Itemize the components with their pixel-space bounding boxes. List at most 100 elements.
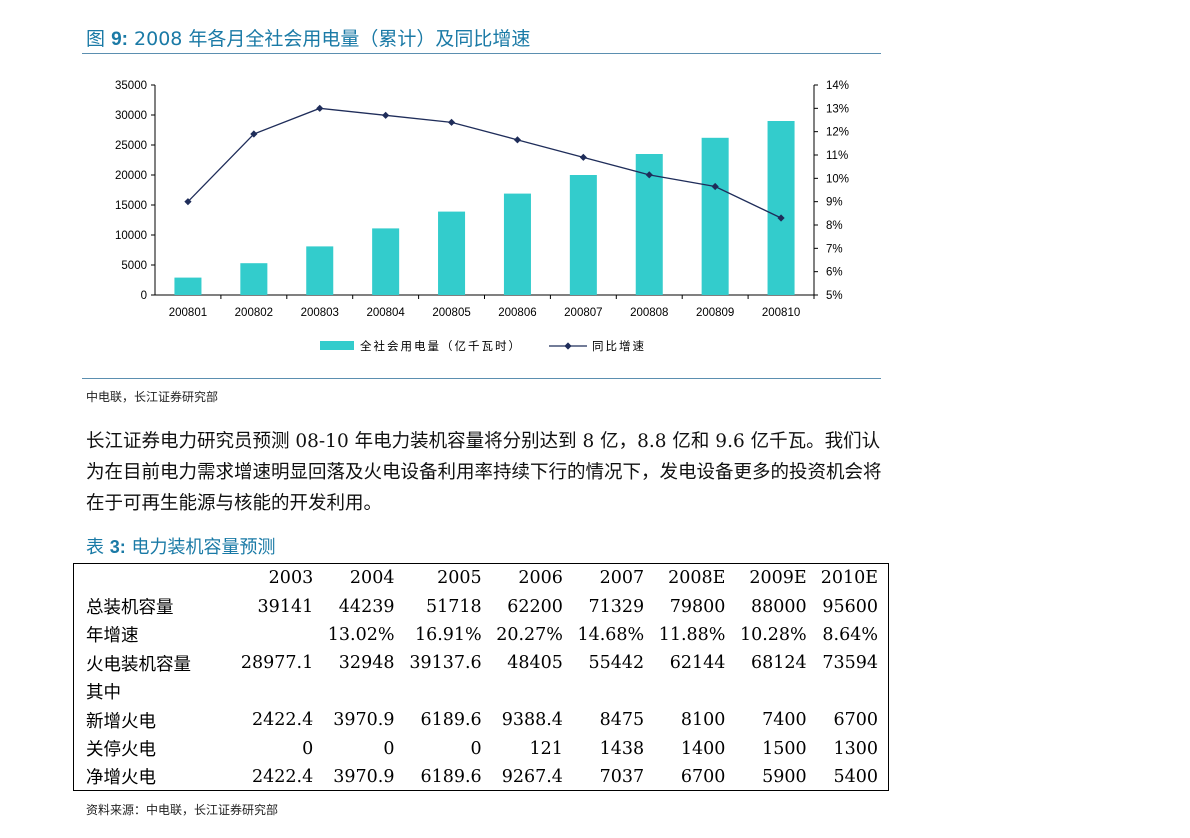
x-tick-label: 200806 <box>498 307 536 319</box>
capacity-table: 2003 2004 2005 2006 2007 2008E 2009E 2010E 总装机容量… <box>73 563 889 791</box>
figure-source: 中电联，长江证券研究部 <box>86 390 219 404</box>
legend-line-label: 同比增速 <box>592 339 646 353</box>
legend-line-marker <box>564 342 572 350</box>
table-cell: 1300 <box>833 738 878 759</box>
growth-point <box>316 104 324 112</box>
growth-point <box>777 214 785 222</box>
table-cell <box>817 678 888 706</box>
x-tick-label: 200805 <box>432 307 470 319</box>
electricity-chart: 0 5000 10000 15000 20000 25000 30000 35000 5% 6% 7… <box>115 80 849 353</box>
table-cell: 5900 <box>762 766 807 787</box>
growth-point <box>184 198 192 206</box>
table-cell: 5400 <box>833 766 878 787</box>
row-label <box>74 564 236 592</box>
table-row: 总装机容量 39141 44239 51718 62200 71329 79800 88000… <box>74 592 888 620</box>
row-label: 净增火电 <box>86 768 156 789</box>
table-row: 火电装机容量 28977.1 32948 39137.6 48405 55442 62144… <box>74 649 888 677</box>
table-cell: 1438 <box>599 738 645 759</box>
table-cell: 2009E <box>749 568 807 589</box>
bar <box>503 193 531 295</box>
table-cell: 32948 <box>338 653 395 674</box>
table-cell: 1500 <box>762 738 807 759</box>
legend-bar-swatch <box>320 341 354 350</box>
growth-point <box>250 130 258 138</box>
table-cell: 0 <box>302 738 314 759</box>
table-cell: 2004 <box>349 568 395 589</box>
table-title-text: 电力装机容量预测 <box>131 537 276 558</box>
table-cell: 39137.6 <box>409 653 482 674</box>
table-cell: 7037 <box>599 766 645 787</box>
table-cell: 48405 <box>507 653 563 674</box>
table-cell: 20.27% <box>496 624 563 645</box>
bar <box>767 121 795 295</box>
bar <box>306 246 334 295</box>
table-cell: 121 <box>529 738 563 759</box>
x-tick-label: 200803 <box>301 307 339 319</box>
x-tick-label: 200802 <box>235 307 273 319</box>
table-cell: 55442 <box>588 653 645 674</box>
row-label: 总装机容量 <box>86 598 174 619</box>
table-cell: 2422.4 <box>251 766 314 787</box>
table-cell <box>735 678 816 706</box>
right-tick-label: 11% <box>826 150 848 162</box>
right-tick-label: 9% <box>826 197 843 209</box>
bar <box>438 211 466 295</box>
table-row: 其中 <box>74 678 888 706</box>
right-tick-label: 5% <box>826 290 843 302</box>
table-cell: 6700 <box>680 766 726 787</box>
x-tick-label: 200804 <box>366 307 405 319</box>
table-cell: 6700 <box>833 710 878 731</box>
table-title: 表 3: 电力装机容量预测 <box>86 533 275 559</box>
x-tick-label: 200810 <box>762 307 800 319</box>
x-tick-label: 200808 <box>630 307 668 319</box>
left-tick-label: 0 <box>141 290 147 302</box>
x-tick-label: 200801 <box>169 307 207 319</box>
right-tick-label: 6% <box>826 267 843 279</box>
table-row: 新增火电 2422.4 3970.9 6189.6 9388.4 8475 8100 7400… <box>74 706 888 734</box>
x-tick-label: 200807 <box>564 307 602 319</box>
right-tick-label: 8% <box>826 220 843 232</box>
table-cell: 16.91% <box>414 624 482 645</box>
figure-title: 图 9: 2008 年各月全社会用电量（累计）及同比增速 <box>86 24 530 51</box>
table-cell: 7400 <box>762 710 807 731</box>
growth-point <box>645 171 653 179</box>
bar <box>174 277 202 295</box>
table-cell: 2006 <box>518 568 563 589</box>
row-label: 火电装机容量 <box>86 654 191 675</box>
table-cell: 88000 <box>751 596 807 617</box>
right-tick-label: 12% <box>826 127 849 139</box>
table-cell: 0 <box>470 738 482 759</box>
table-row: 关停火电 0 0 0 121 1438 1400 1500 1300 <box>74 734 888 762</box>
table-cell <box>404 678 491 706</box>
body-paragraph: 长江证券电力研究员预测 08-10 年电力装机容量将分别达到 8 亿，8.8 亿… <box>86 431 882 514</box>
left-tick-label: 35000 <box>115 80 147 92</box>
cut-off-text-line <box>0 0 900 6</box>
right-tick-label: 13% <box>826 103 849 115</box>
growth-line <box>187 107 782 219</box>
table-cell: 79800 <box>669 596 726 617</box>
row-label: 关停火电 <box>86 740 156 761</box>
growth-point <box>447 118 456 126</box>
table-cell: 11.88% <box>658 624 726 645</box>
table-cell: 44239 <box>338 596 395 617</box>
table-cell <box>323 678 404 706</box>
table-number: 3: <box>109 537 126 557</box>
table-cell: 10.28% <box>739 624 807 645</box>
growth-point <box>382 111 390 119</box>
growth-point <box>711 182 719 191</box>
table-cell: 71329 <box>588 596 645 617</box>
table-source: 资料来源：中电联，长江证券研究部 <box>86 803 279 817</box>
bar <box>569 175 597 295</box>
table-prefix: 表 <box>86 537 104 558</box>
legend-bar-label: 全社会用电量（亿千瓦时） <box>360 339 522 353</box>
table-cell: 0 <box>383 738 395 759</box>
table-cell: 2008E <box>668 568 726 589</box>
table-cell <box>236 678 323 706</box>
x-tick-label: 200809 <box>696 307 734 319</box>
figure-bottom-rule <box>82 378 881 379</box>
table-cell: 9388.4 <box>501 710 563 731</box>
table-cell: 62144 <box>669 653 726 674</box>
table-cell: 73594 <box>822 653 878 674</box>
figure-title-text: 2008 年各月全社会用电量（累计）及同比增速 <box>134 28 531 50</box>
figure-prefix: 图 <box>86 28 106 50</box>
